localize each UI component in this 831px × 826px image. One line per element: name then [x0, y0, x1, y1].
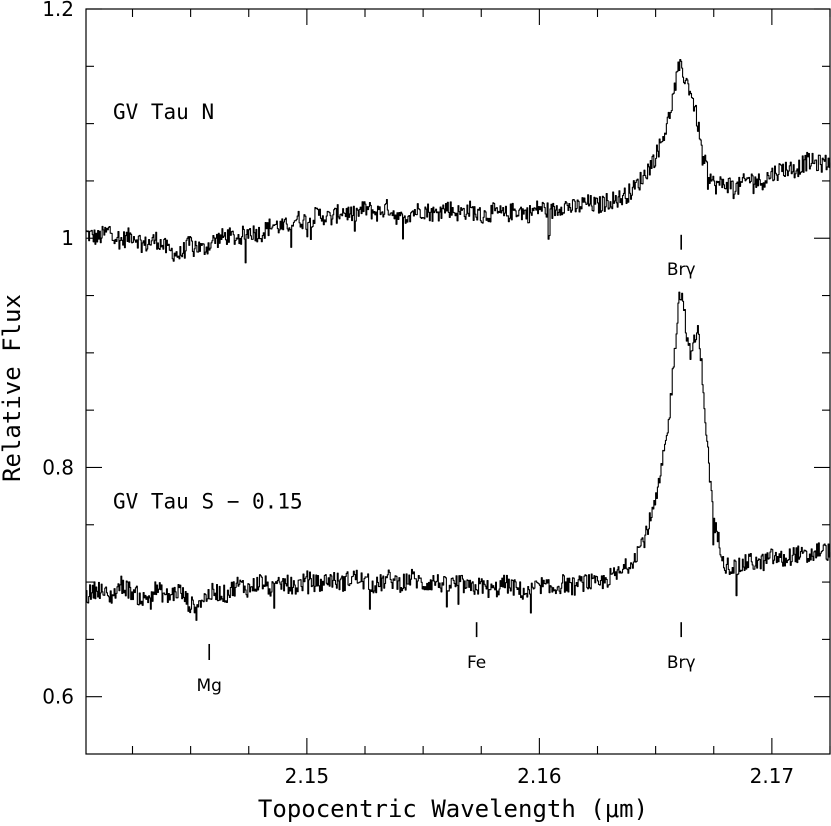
y-axis-title: Relative Flux — [0, 294, 26, 482]
marks-layer: GV Tau N GV Tau S − 0.15 Brγ Mg Fe Brγ — [86, 59, 831, 696]
y-tick-label: 1 — [61, 226, 74, 250]
series-line-1 — [86, 59, 831, 264]
y-tick-label: 0.6 — [42, 685, 74, 709]
line-id-label-2: Fe — [467, 653, 486, 673]
x-tick-label: 2.17 — [750, 764, 795, 788]
line-id-label-1: Mg — [196, 676, 221, 696]
line-id-label-0: Brγ — [667, 260, 696, 280]
series-label-1: GV Tau N — [113, 100, 214, 124]
x-tick-label: 2.15 — [285, 764, 330, 788]
line-id-label-3: Brγ — [667, 653, 696, 673]
y-tick-label: 0.8 — [42, 455, 74, 479]
x-axis-title: Topocentric Wavelength (μm) — [258, 795, 648, 823]
series-line-2 — [86, 291, 831, 621]
x-tick-label: 2.16 — [517, 764, 562, 788]
ticks-layer: 2.15 2.16 2.17 0.6 0.8 1 1.2 — [42, 0, 831, 788]
series-label-2: GV Tau S − 0.15 — [113, 490, 303, 514]
y-tick-label: 1.2 — [42, 0, 74, 21]
plot-frame — [85, 8, 831, 755]
